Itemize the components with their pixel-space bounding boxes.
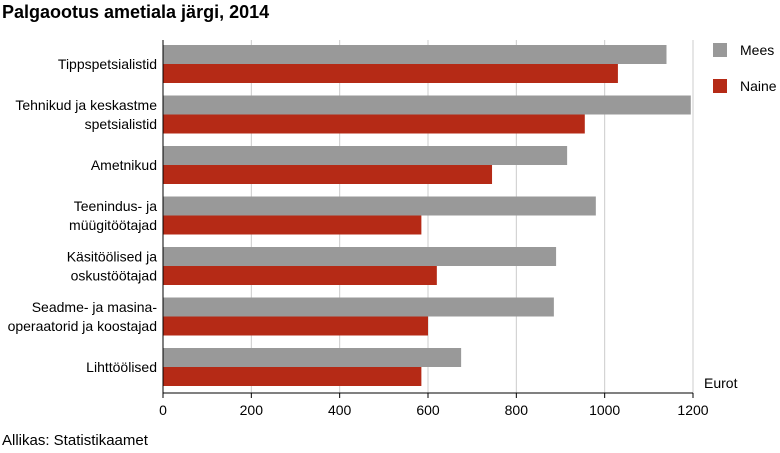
source-note: Allikas: Statistikaamet	[2, 432, 148, 449]
chart-title: Palgaootus ametiala järgi, 2014	[2, 2, 270, 22]
bar-mees-1	[163, 95, 691, 115]
bar-naine-2	[163, 165, 493, 184]
x-tick-label-200: 200	[240, 402, 264, 418]
category-label-0-0: Tippspetsialistid	[58, 56, 157, 72]
category-label-5-1: operaatorid ja koostajad	[8, 318, 157, 334]
x-tick-label-400: 400	[328, 402, 352, 418]
category-label-3-1: müügitöötajad	[69, 217, 157, 233]
bar-mees-6	[163, 348, 462, 367]
category-label-3-0: Teenindus- ja	[74, 198, 157, 214]
x-tick-label-600: 600	[416, 402, 440, 418]
legend-swatch-naine	[713, 79, 727, 93]
bar-naine-6	[163, 367, 422, 386]
bar-naine-4	[163, 266, 437, 285]
category-label-6-0: Lihttöölised	[86, 359, 157, 375]
bar-naine-5	[163, 316, 428, 336]
bar-mees-4	[163, 247, 557, 266]
bar-mees-3	[163, 196, 596, 216]
category-label-1-1: spetsialistid	[85, 116, 157, 132]
category-label-4-0: Käsitöölised ja	[67, 249, 157, 265]
x-axis-label: Eurot	[704, 375, 738, 391]
category-label-2-0: Ametnikud	[91, 157, 157, 173]
x-tick-label-800: 800	[505, 402, 529, 418]
x-tick-label-0: 0	[159, 402, 167, 418]
legend-swatch-mees	[713, 43, 727, 57]
bar-naine-1	[163, 114, 585, 134]
category-label-1-0: Tehnikud ja keskastme	[15, 97, 157, 113]
category-label-5-0: Seadme- ja masina-	[32, 299, 158, 315]
category-label-4-1: oskustöötajad	[71, 268, 157, 284]
bar-naine-3	[163, 215, 422, 235]
x-tick-label-1000: 1000	[589, 402, 620, 418]
bar-mees-2	[163, 146, 568, 165]
bar-mees-5	[163, 297, 554, 317]
legend-label-naine: Naine	[740, 78, 777, 94]
legend-label-mees: Mees	[740, 42, 774, 58]
x-tick-label-1200: 1200	[677, 402, 708, 418]
bar-mees-0	[163, 45, 667, 64]
bar-naine-0	[163, 64, 618, 83]
